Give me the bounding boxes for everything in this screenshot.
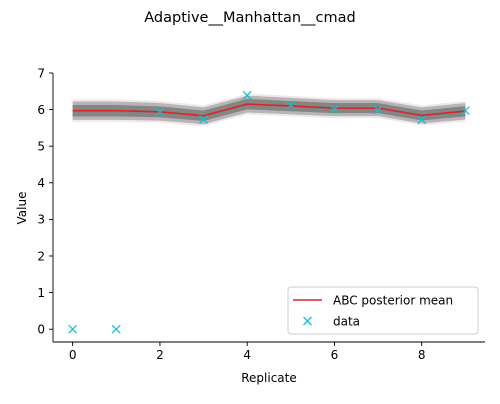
x-tick-label: 0 bbox=[69, 348, 77, 362]
y-axis-label: Value bbox=[15, 192, 29, 225]
y-tick-label: 2 bbox=[37, 249, 45, 263]
y-tick-label: 0 bbox=[37, 322, 45, 336]
posterior-mean-line bbox=[72, 103, 466, 117]
series-layer bbox=[68, 90, 470, 334]
x-ticks: 0 2 4 6 8 bbox=[69, 342, 426, 362]
posterior-band bbox=[72, 93, 466, 127]
x-tick-label: 6 bbox=[331, 348, 339, 362]
y-tick-label: 5 bbox=[37, 139, 45, 153]
x-tick-label: 2 bbox=[156, 348, 164, 362]
data-point-marker bbox=[199, 115, 209, 124]
legend-frame bbox=[287, 286, 479, 335]
x-tick-label: 4 bbox=[243, 348, 251, 362]
y-tick-label: 7 bbox=[37, 66, 45, 80]
data-point-marker bbox=[460, 106, 470, 116]
legend-x-marker bbox=[303, 316, 312, 326]
legend-marker-swatch bbox=[303, 316, 312, 326]
data-point-marker bbox=[155, 107, 165, 117]
x-axis-label: Replicate bbox=[241, 371, 297, 385]
y-tick-label: 1 bbox=[37, 286, 45, 300]
data-point-marker bbox=[242, 90, 252, 100]
y-tick-label: 3 bbox=[37, 213, 45, 227]
data-point-marker bbox=[111, 324, 121, 334]
data-point-marker bbox=[373, 105, 383, 115]
x-tick-label: 8 bbox=[418, 348, 426, 362]
posterior-band-inner bbox=[72, 98, 466, 122]
legend-label-posterior-mean: ABC posterior mean bbox=[333, 294, 453, 308]
y-tick-label: 4 bbox=[37, 176, 45, 190]
legend: ABC posterior mean data bbox=[287, 286, 479, 335]
data-point-marker bbox=[68, 324, 78, 334]
data-point-marker bbox=[286, 100, 296, 110]
y-tick-label: 6 bbox=[37, 103, 45, 117]
axes bbox=[52, 73, 485, 343]
legend-label-data: data bbox=[333, 315, 360, 329]
chart-title: Adaptive__Manhattan__cmad bbox=[144, 10, 355, 26]
data-point-marker bbox=[417, 115, 427, 125]
y-ticks: 0 1 2 3 4 5 6 7 bbox=[37, 66, 53, 336]
data-point-marker bbox=[329, 104, 339, 114]
